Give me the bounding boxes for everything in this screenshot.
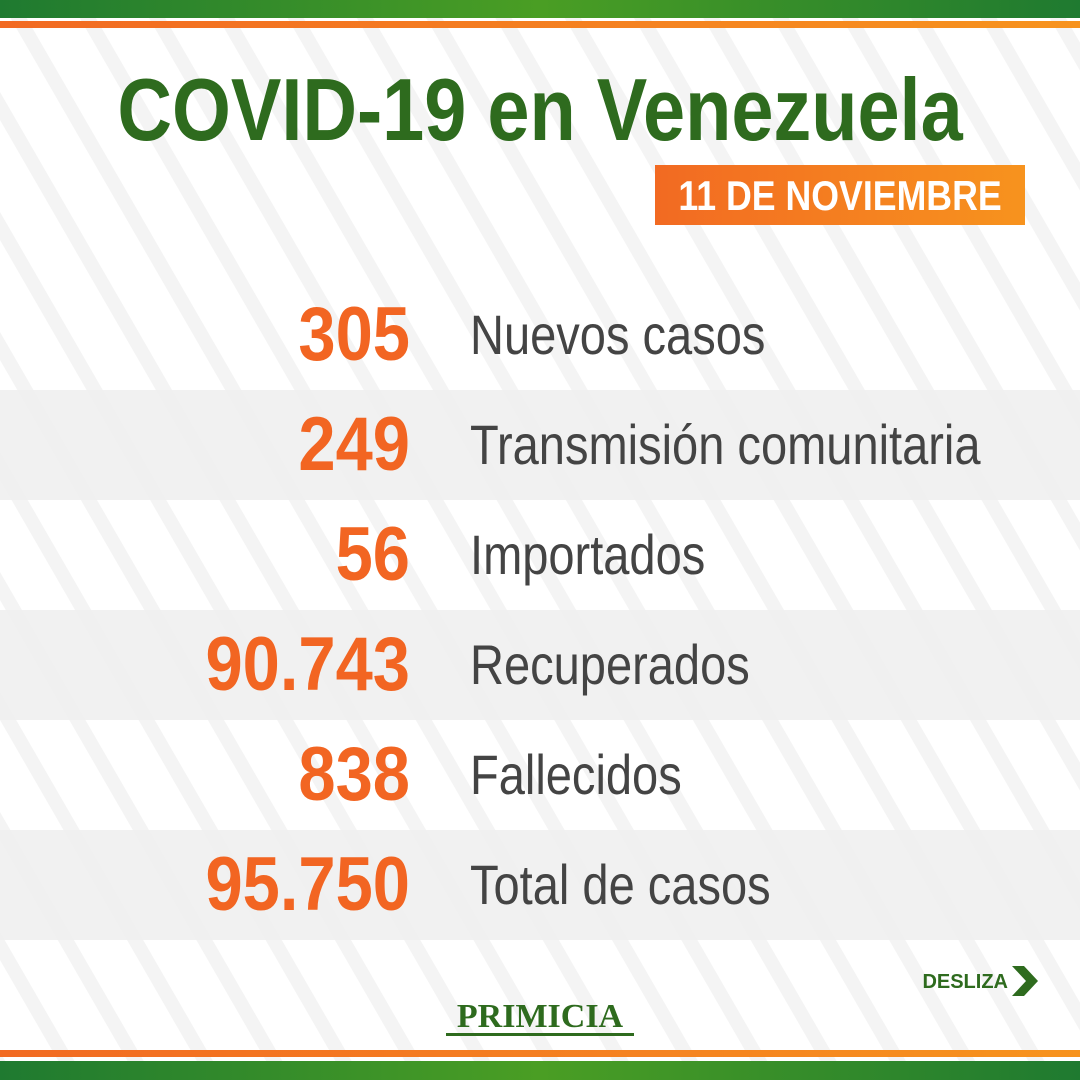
stat-value: 838 xyxy=(298,732,410,817)
row-band xyxy=(0,610,1080,720)
swipe-label: DESLIZA xyxy=(922,971,1008,993)
stat-value: 305 xyxy=(298,292,410,377)
bottom-green-band xyxy=(0,1061,1080,1080)
stat-label: Recuperados xyxy=(470,633,750,696)
stat-label: Importados xyxy=(470,523,705,586)
stat-value: 95.750 xyxy=(205,842,410,927)
date-box xyxy=(655,165,1025,225)
stat-label: Fallecidos xyxy=(470,743,682,806)
date: 11 DE NOVIEMBRE xyxy=(678,173,1001,219)
stat-label: Nuevos casos xyxy=(470,303,765,366)
top-orange-band xyxy=(0,21,1080,28)
brand-logo: PRIMICIA xyxy=(457,998,624,1035)
title: COVID-19 en Venezuela xyxy=(117,62,964,160)
stats-list: 305 Nuevos casos 249 Transmisión comunitari… xyxy=(0,292,1080,940)
swipe-arrow xyxy=(1012,966,1038,996)
stat-value: 56 xyxy=(336,512,410,597)
brand-underline xyxy=(446,1033,634,1036)
stat-label: Transmisión comunitaria xyxy=(470,413,981,476)
stat-value: 90.743 xyxy=(205,622,410,707)
row-band xyxy=(0,390,1080,500)
row-band xyxy=(0,830,1080,940)
stat-value: 249 xyxy=(298,402,410,487)
bottom-orange-band xyxy=(0,1050,1080,1057)
top-green-band xyxy=(0,0,1080,18)
stat-label: Total de casos xyxy=(470,853,771,916)
